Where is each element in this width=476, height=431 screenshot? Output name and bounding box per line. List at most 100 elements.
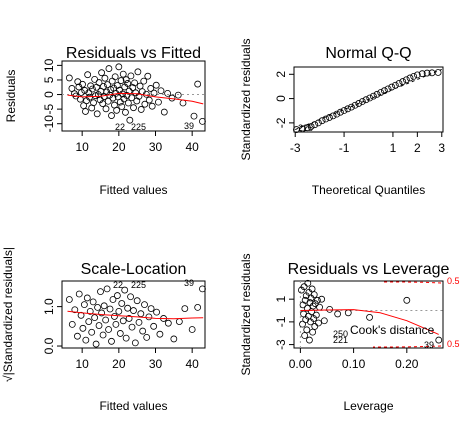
scale-location-point (83, 294, 91, 302)
scale-location-x-tick-label: 40 (185, 357, 199, 371)
residuals-vs-fitted-y-tick-label: 10 (42, 58, 56, 72)
residuals-vs-fitted-point (124, 80, 132, 87)
residuals-vs-fitted-point (113, 106, 121, 114)
scale-location-point (92, 340, 100, 348)
residuals-vs-leverage-point-label: 250 (333, 329, 348, 339)
scale-location-point (141, 301, 148, 309)
residuals-vs-fitted-point (108, 77, 116, 85)
residuals-vs-fitted-point (101, 74, 109, 82)
residuals-vs-fitted-point (199, 117, 206, 125)
normal-qq-point (329, 112, 337, 120)
normal-qq-point (384, 85, 392, 93)
normal-qq-y-axis-label: Standardized residuals (239, 38, 253, 160)
residuals-vs-fitted-point (179, 99, 187, 107)
residuals-vs-fitted-point (129, 84, 137, 91)
residuals-vs-leverage-cooks-contour-upper (382, 281, 442, 284)
normal-qq-point (373, 90, 381, 98)
normal-qq-point (318, 117, 326, 125)
residuals-vs-leverage-x-axis-label: Leverage (343, 399, 393, 413)
scale-location-point (94, 304, 101, 311)
residuals-vs-fitted-point-label: 22 (115, 122, 125, 132)
scale-location-point (139, 327, 147, 335)
scale-location-x-tick-label: 20 (112, 357, 126, 371)
scale-location-point (74, 332, 81, 340)
residuals-vs-leverage-point (306, 336, 313, 344)
scale-location-point (124, 304, 132, 312)
residuals-vs-leverage-point (334, 310, 342, 318)
residuals-vs-leverage-smoother-line (300, 309, 439, 335)
normal-qq-point (344, 105, 352, 113)
residuals-vs-leverage-title: Residuals vs Leverage (288, 261, 450, 278)
scale-location-point (65, 296, 73, 303)
scale-location-plot-frame (61, 280, 206, 349)
scale-location-point (188, 326, 196, 333)
scale-location-point (147, 305, 155, 312)
scale-location-point (99, 331, 107, 339)
residuals-vs-fitted-point (119, 70, 127, 78)
scale-location-point (97, 288, 104, 296)
scale-location-point (103, 285, 111, 293)
residuals-vs-leverage-point (303, 304, 311, 312)
scale-location-point (89, 298, 97, 306)
scale-location-point (91, 314, 99, 322)
residuals-vs-leverage-point (310, 291, 318, 299)
residuals-vs-fitted-point (164, 89, 172, 97)
normal-qq-point (337, 108, 344, 116)
residuals-vs-leverage-y-tick-label: -1 (274, 316, 288, 327)
residuals-vs-leverage-x-tick-label: 0.20 (395, 357, 419, 371)
residuals-vs-leverage-point (300, 283, 308, 291)
scale-location-point (79, 324, 87, 332)
normal-qq-point (304, 124, 311, 132)
scale-location-point (80, 301, 88, 309)
residuals-vs-fitted-y-tick-label: -5 (42, 103, 56, 114)
residuals-vs-leverage-cooks-contour-lower (372, 345, 442, 348)
residuals-vs-fitted-title: Residuals vs Fitted (66, 45, 201, 62)
residuals-vs-fitted-point (102, 105, 110, 113)
normal-qq-point (413, 71, 421, 79)
normal-qq-x-tick-label: 1 (390, 141, 397, 155)
residuals-vs-leverage-y-tick-label: 1 (274, 296, 288, 303)
residuals-vs-fitted-point (118, 103, 126, 110)
residuals-vs-leverage-point (315, 319, 322, 327)
scale-location-point (137, 310, 145, 318)
residuals-vs-fitted-x-tick-label: 20 (112, 140, 126, 154)
residuals-vs-fitted-point (126, 116, 134, 124)
residuals-vs-fitted-point (190, 112, 198, 120)
normal-qq-point (333, 110, 341, 118)
scale-location-point (156, 330, 164, 338)
scale-location-point (199, 285, 206, 293)
scale-location-point (106, 305, 114, 313)
residuals-vs-fitted-point (104, 81, 111, 89)
residuals-vs-leverage-point (403, 296, 411, 304)
residuals-vs-leverage-point (318, 295, 326, 303)
scale-location-y-axis-label: √|Standardized residuals| (1, 247, 15, 382)
scale-location-point (194, 304, 202, 311)
residuals-vs-leverage-point (435, 336, 443, 344)
residuals-vs-fitted-point (79, 80, 86, 88)
residuals-vs-fitted-point (85, 89, 93, 97)
residuals-vs-leverage-point (314, 296, 321, 304)
scale-location-title: Scale-Location (81, 261, 187, 278)
residuals-vs-fitted-point (134, 68, 142, 76)
residuals-vs-fitted-point (135, 92, 143, 100)
normal-qq-y-tick-label: -2 (274, 117, 288, 128)
normal-qq-point (395, 80, 403, 87)
normal-qq-title: Normal Q-Q (325, 45, 411, 62)
normal-qq-point (418, 70, 426, 78)
residuals-vs-fitted-x-tick-label: 10 (75, 140, 89, 154)
residuals-vs-fitted-point (150, 89, 158, 97)
scale-location-point (116, 330, 124, 337)
residuals-vs-fitted-point (105, 65, 113, 72)
residuals-vs-fitted-point-label: 225 (131, 122, 146, 132)
scale-location-x-axis-label: Fitted values (99, 399, 167, 413)
residuals-vs-leverage-point (309, 328, 317, 336)
scale-location-point (75, 290, 83, 298)
normal-qq-point (388, 83, 396, 91)
normal-qq-y-tick-label: 0 (274, 95, 288, 102)
normal-qq-point (369, 92, 377, 100)
residuals-vs-fitted-point (174, 91, 182, 99)
normal-qq-point (399, 78, 407, 85)
residuals-vs-leverage-point (326, 305, 334, 313)
normal-qq-x-tick-label: 3 (438, 141, 445, 155)
residuals-vs-fitted-point (91, 92, 99, 100)
